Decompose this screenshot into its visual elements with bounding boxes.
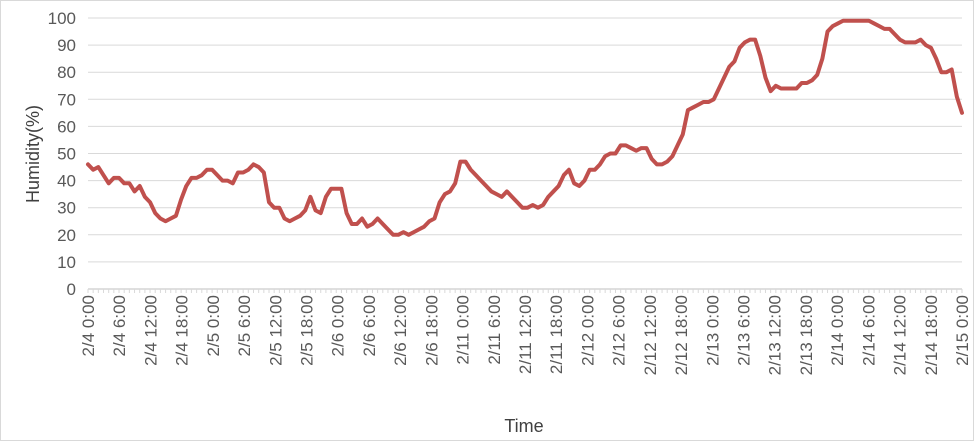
y-tick-label: 20 <box>57 226 76 245</box>
x-tick-label: 2/13 0:00 <box>703 295 722 366</box>
y-axis-label: Humidity(%) <box>23 105 43 203</box>
x-tick-label: 2/12 0:00 <box>578 295 597 366</box>
x-tick-label: 2/11 6:00 <box>485 295 504 365</box>
gridlines <box>87 17 963 293</box>
x-tick-label: 2/6 0:00 <box>329 295 348 356</box>
y-tick-label: 80 <box>57 63 76 82</box>
x-tick-label: 2/5 18:00 <box>298 295 317 366</box>
x-tick-label: 2/4 0:00 <box>79 295 98 356</box>
x-tick-label: 2/6 18:00 <box>422 295 441 366</box>
y-tick-label: 0 <box>67 280 76 299</box>
x-tick-label: 2/15 0:00 <box>953 295 972 366</box>
y-tick-label: 30 <box>57 199 76 218</box>
x-tick-label: 2/13 18:00 <box>797 295 816 375</box>
x-tick-label: 2/13 6:00 <box>735 295 754 366</box>
x-tick-label: 2/13 12:00 <box>766 295 785 375</box>
y-tick-label: 10 <box>57 253 76 272</box>
y-tick-label: 90 <box>57 36 76 55</box>
x-tick-label: 2/6 12:00 <box>391 295 410 366</box>
x-tick-label: 2/6 6:00 <box>360 295 379 356</box>
x-tick-label: 2/5 6:00 <box>235 295 254 356</box>
humidity-series-line <box>86 18 964 237</box>
x-axis-ticks: 2/4 0:00 2/4 6:00 2/4 12:00 2/4 18:00 2/5 0:… <box>79 295 972 375</box>
x-tick-label: 2/5 12:00 <box>266 295 285 366</box>
x-tick-label: 2/14 18:00 <box>922 295 941 375</box>
y-tick-label: 40 <box>57 172 76 191</box>
y-axis-ticks: 0 10 20 30 40 50 60 70 80 90 100 <box>48 9 76 299</box>
x-tick-label: 2/12 18:00 <box>672 295 691 375</box>
series-layer <box>86 18 964 237</box>
x-tick-label: 2/14 6:00 <box>859 295 878 366</box>
x-tick-label: 2/14 0:00 <box>828 295 847 366</box>
y-tick-label: 100 <box>48 9 76 28</box>
x-tick-label: 2/4 18:00 <box>173 295 192 366</box>
x-tick-label: 2/4 6:00 <box>110 295 129 356</box>
x-tick-label: 2/14 12:00 <box>891 295 910 375</box>
y-tick-label: 50 <box>57 145 76 164</box>
x-tick-label: 2/4 12:00 <box>141 295 160 366</box>
y-tick-label: 60 <box>57 117 76 136</box>
x-tick-label: 2/11 0:00 <box>454 295 473 365</box>
x-axis-label: Time <box>504 416 543 436</box>
x-tick-label: 2/11 12:00 <box>516 295 535 374</box>
x-tick-label: 2/12 12:00 <box>641 295 660 375</box>
x-tick-label: 2/12 6:00 <box>610 295 629 366</box>
x-tick-label: 2/11 18:00 <box>547 295 566 374</box>
y-tick-label: 70 <box>57 90 76 109</box>
x-tick-label: 2/5 0:00 <box>204 295 223 356</box>
